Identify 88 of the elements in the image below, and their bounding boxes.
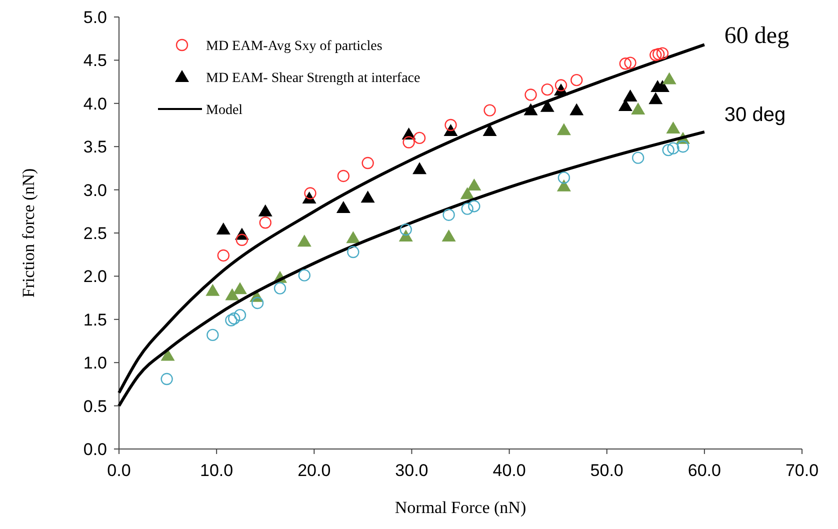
- point: [541, 83, 554, 96]
- point: [444, 118, 457, 132]
- point: [656, 47, 669, 60]
- y-axis-title: Friction force (nN): [19, 168, 38, 298]
- y-tick-label: 2.0: [83, 267, 107, 286]
- x-tick-label: 0.0: [107, 461, 131, 480]
- y-tick-label: 5.0: [83, 8, 107, 27]
- annotation: 60 deg: [724, 23, 790, 50]
- point: [206, 328, 219, 342]
- point: [347, 246, 360, 258]
- point: [650, 48, 662, 62]
- point: [160, 348, 175, 361]
- point: [234, 308, 246, 322]
- legend-label: MD EAM- Shear Strength at interface: [206, 70, 420, 86]
- point: [468, 200, 480, 212]
- x-tick-label: 30.0: [395, 461, 428, 480]
- y-tick-label: 4.0: [83, 94, 107, 114]
- point: [467, 178, 482, 190]
- point: [570, 103, 584, 116]
- point: [484, 104, 496, 116]
- point: [217, 249, 230, 262]
- y-tick-label: 3.5: [83, 138, 107, 157]
- legend-label: MD EAM-Avg Sxy of particles: [206, 38, 382, 54]
- point: [556, 179, 571, 192]
- point: [667, 142, 680, 154]
- point: [570, 74, 583, 86]
- point: [412, 162, 427, 174]
- y-tick-label: 0.0: [83, 440, 107, 459]
- point: [666, 121, 680, 134]
- point: [206, 284, 220, 296]
- point: [442, 208, 455, 221]
- x-axis-title: Normal Force (nN): [394, 498, 526, 517]
- point: [652, 48, 665, 60]
- point: [251, 296, 264, 310]
- legend-label: Model: [206, 102, 243, 118]
- point: [160, 372, 173, 386]
- x-tick-label: 10.0: [200, 461, 234, 480]
- point: [524, 88, 537, 101]
- point: [631, 102, 646, 114]
- point: [225, 314, 238, 326]
- point: [623, 89, 638, 102]
- point: [554, 79, 568, 92]
- point: [676, 140, 690, 153]
- point: [297, 234, 312, 247]
- point: [619, 58, 632, 70]
- point: [336, 200, 350, 213]
- point: [482, 124, 497, 136]
- point: [398, 229, 413, 242]
- point: [662, 144, 674, 156]
- point: [232, 282, 247, 294]
- point: [236, 234, 248, 246]
- point: [228, 312, 240, 325]
- y-tick-label: 0.5: [83, 396, 107, 416]
- y-tick-label: 1.5: [83, 310, 107, 330]
- line-series: [118, 130, 706, 408]
- point: [258, 204, 272, 216]
- y-tick-label: 4.5: [83, 51, 107, 70]
- point: [259, 216, 272, 229]
- point: [632, 152, 644, 164]
- x-tick-label: 20.0: [298, 461, 331, 480]
- point: [216, 222, 230, 235]
- point: [558, 172, 570, 184]
- y-tick-label: 1.0: [83, 354, 107, 373]
- point: [304, 187, 316, 200]
- point: [298, 269, 310, 282]
- point: [624, 56, 636, 69]
- point: [337, 170, 350, 182]
- point: [402, 136, 415, 148]
- point: [360, 190, 375, 203]
- y-tick-label: 3.0: [83, 180, 107, 200]
- point: [400, 223, 412, 236]
- point: [362, 156, 374, 170]
- x-tick-label: 40.0: [492, 461, 526, 480]
- point: [346, 231, 360, 244]
- x-tick-label: 70.0: [785, 461, 819, 480]
- point: [662, 72, 676, 84]
- annotation: 30 deg: [724, 104, 786, 126]
- point: [648, 92, 663, 104]
- x-tick-label: 60.0: [688, 461, 721, 480]
- x-tick-label: 50.0: [590, 461, 624, 480]
- point: [274, 282, 286, 294]
- point: [556, 123, 571, 136]
- y-tick-label: 2.5: [83, 224, 107, 243]
- point: [225, 288, 240, 300]
- point: [460, 187, 474, 200]
- point: [461, 202, 474, 215]
- point: [442, 229, 456, 242]
- point: [413, 132, 426, 144]
